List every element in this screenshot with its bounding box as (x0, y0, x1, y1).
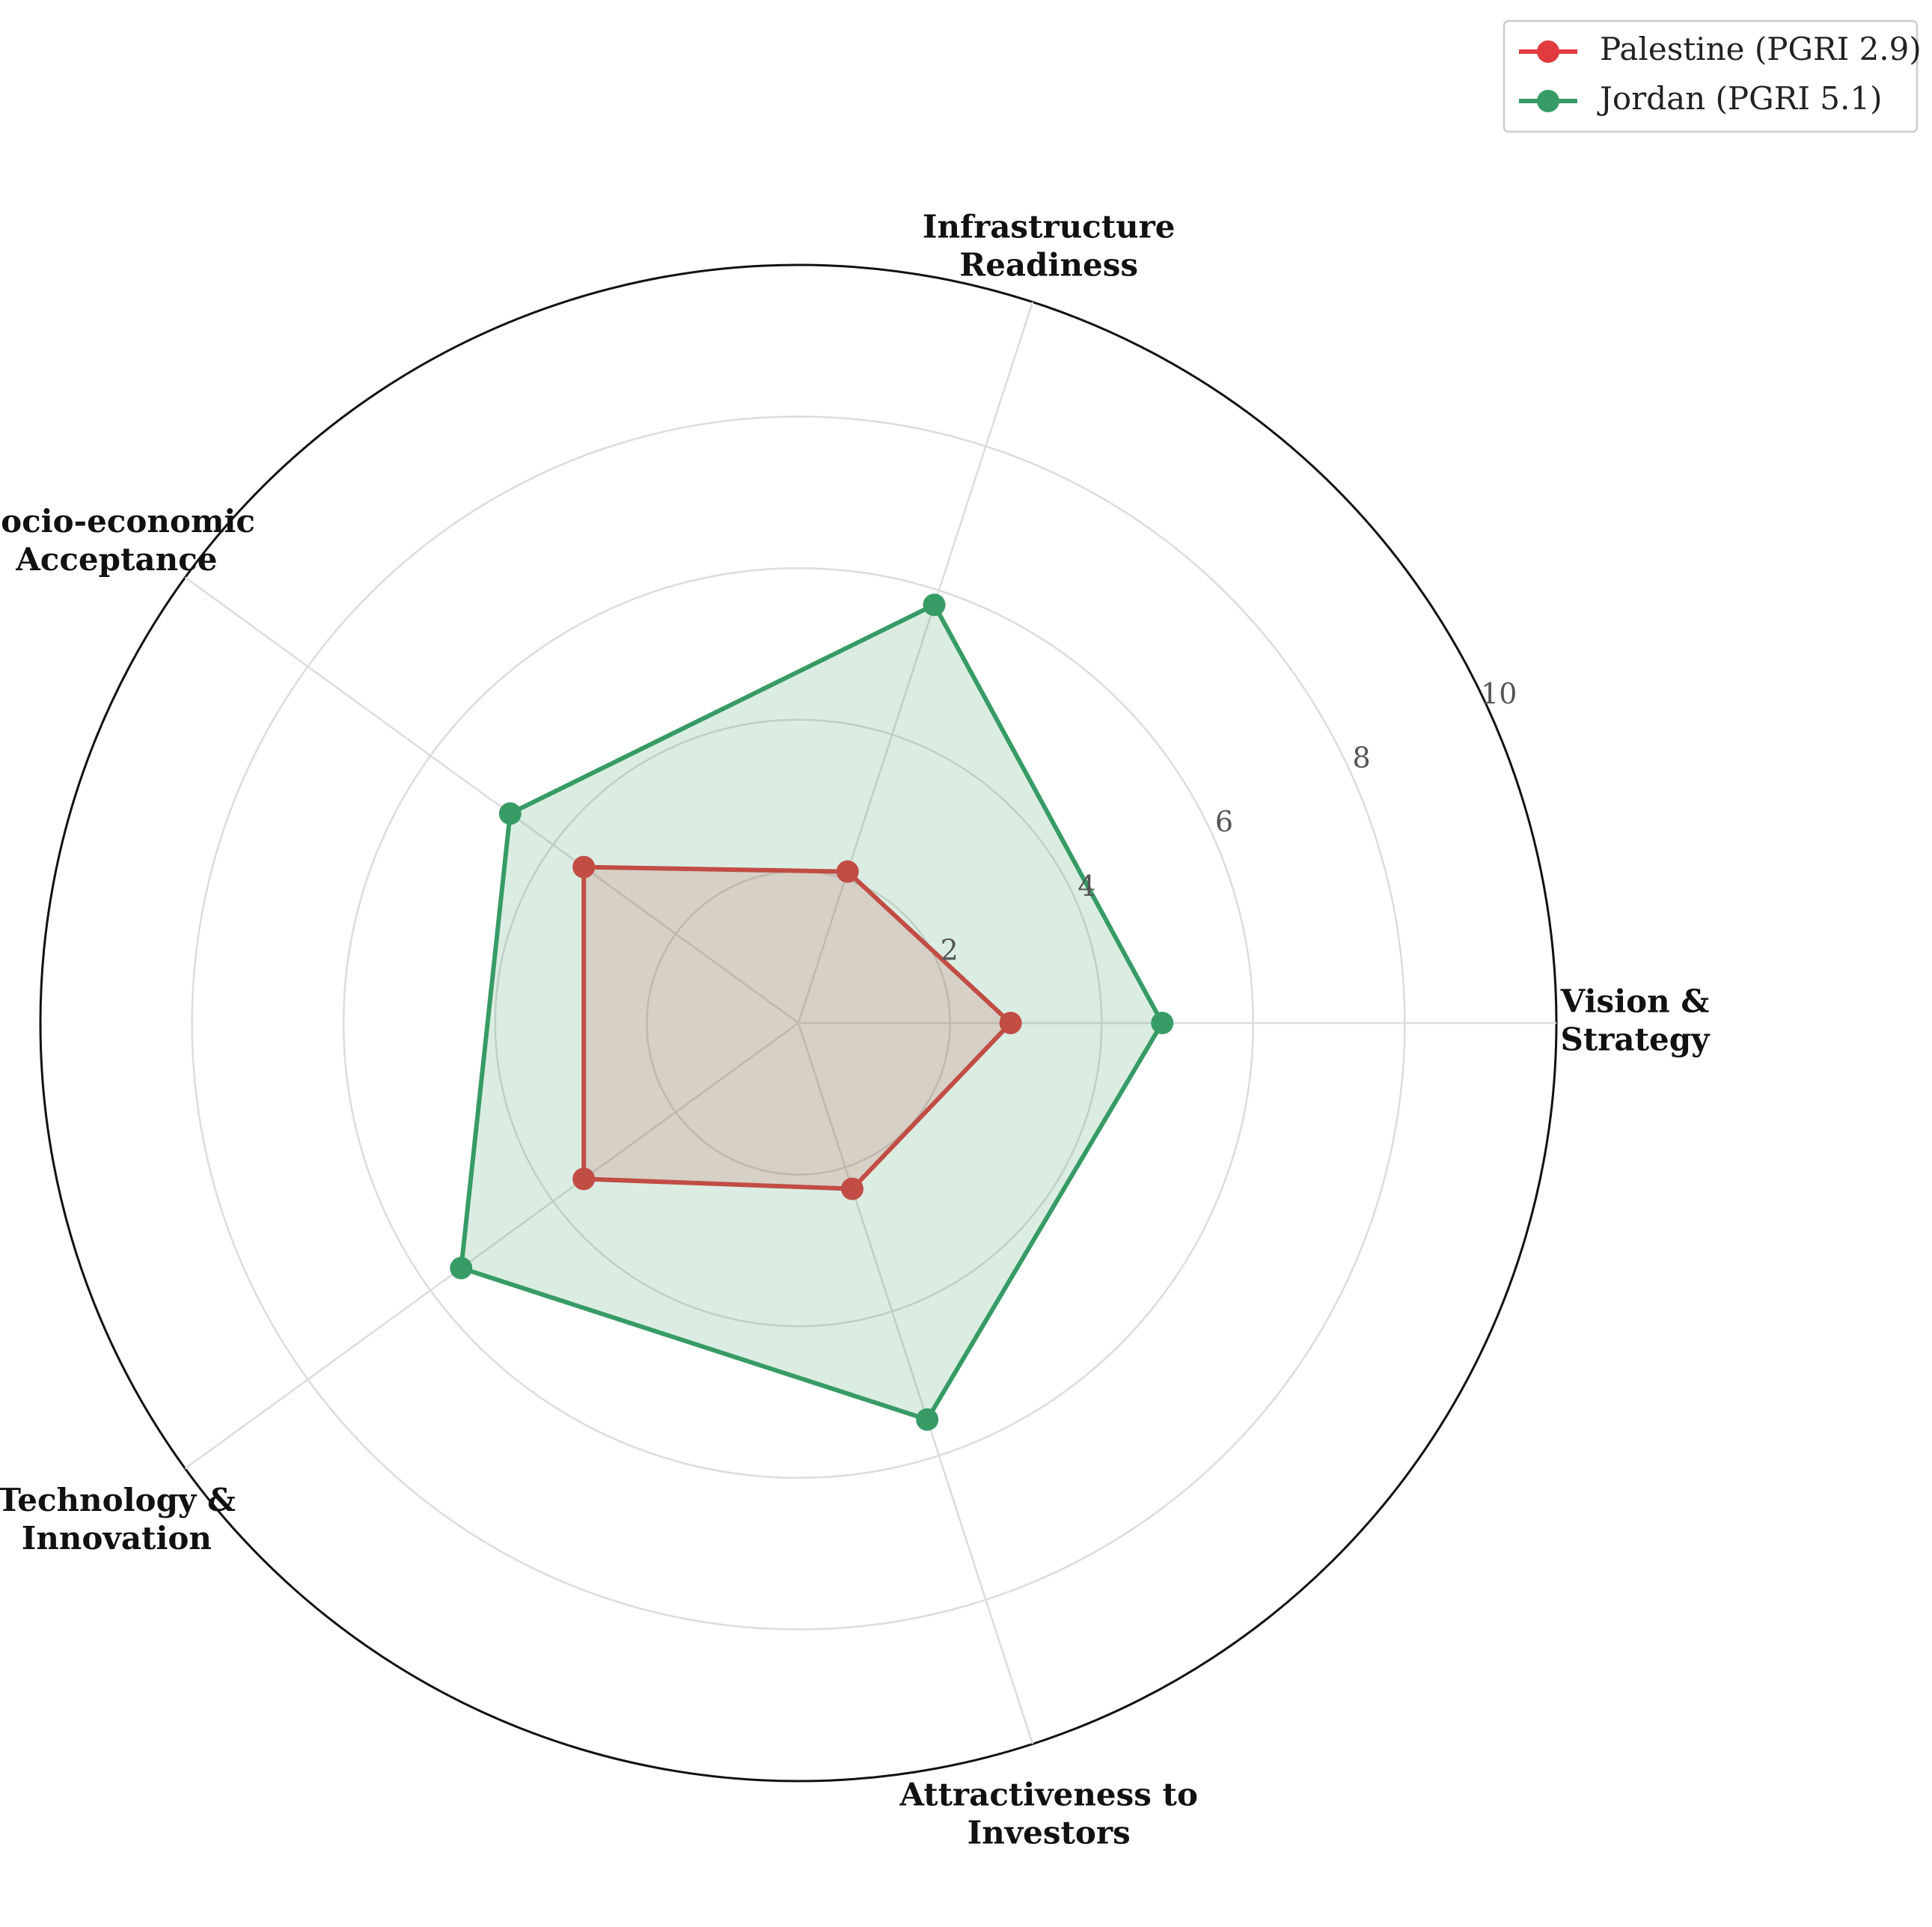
legend-frame (1503, 19, 1919, 133)
series-area (461, 605, 1163, 1420)
r-tick-label: 6 (1215, 805, 1233, 838)
legend-marker (1537, 90, 1559, 112)
series-line (581, 864, 1013, 1191)
series-marker (572, 855, 596, 879)
category-label: Vision & Strategy (1560, 983, 1711, 1058)
legend-marker (1537, 40, 1559, 63)
category-label: Attractiveness to Investors (899, 1776, 1198, 1851)
series-marker (923, 593, 946, 617)
series-marker (1151, 1012, 1174, 1034)
spoke (797, 302, 1034, 1024)
series-line (459, 602, 1165, 1422)
legend-label: Palestine (PGRI 2.9) (1600, 31, 1922, 67)
series-area (584, 867, 1011, 1189)
r-tick-label: 10 (1481, 677, 1517, 710)
series-marker (840, 1177, 863, 1200)
r-tick-label: 4 (1077, 870, 1095, 903)
category-label: Infrastructure Readiness (923, 209, 1176, 284)
legend-label: Jordan (PGRI 5.1) (1597, 80, 1882, 117)
category-label: Socio-economic Acceptance (0, 503, 255, 578)
spoke (184, 1021, 799, 1470)
legend: Palestine (PGRI 2.9) Jordan (PGRI 5.1) (1503, 19, 1922, 133)
series-marker (450, 1256, 473, 1280)
series-marker (836, 860, 859, 883)
series-marker (498, 802, 522, 825)
series-marker (572, 1167, 596, 1191)
series-marker (999, 1012, 1022, 1034)
r-tick-label: 2 (941, 933, 959, 966)
spoke (184, 576, 799, 1024)
spoke (797, 1022, 1034, 1744)
r-tick-label: 8 (1353, 742, 1371, 775)
series-marker (916, 1408, 939, 1431)
category-label: Technology & Innovation (0, 1482, 236, 1557)
